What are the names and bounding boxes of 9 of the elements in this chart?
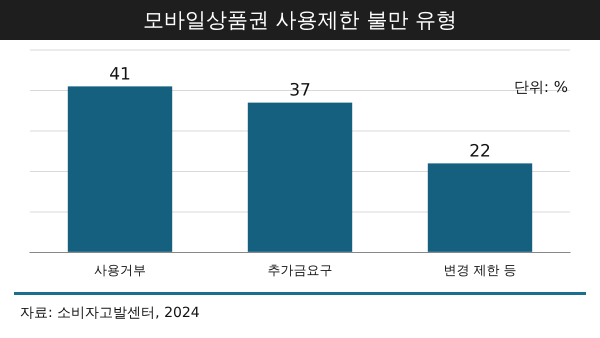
x-tick-label: 변경 제한 등 [443, 264, 517, 279]
x-tick-label: 추가금요구 [268, 264, 332, 279]
x-tick-label: 사용거부 [94, 264, 146, 279]
data-label: 41 [109, 64, 131, 84]
data-label: 22 [469, 141, 491, 162]
data-label: 37 [289, 80, 311, 101]
annotation: 단위: % [514, 78, 568, 97]
chart-title: 모바일상품권 사용제한 불만 유형 [0, 0, 600, 40]
text: 자료: 소비자고발센터, 2024 [20, 304, 200, 322]
